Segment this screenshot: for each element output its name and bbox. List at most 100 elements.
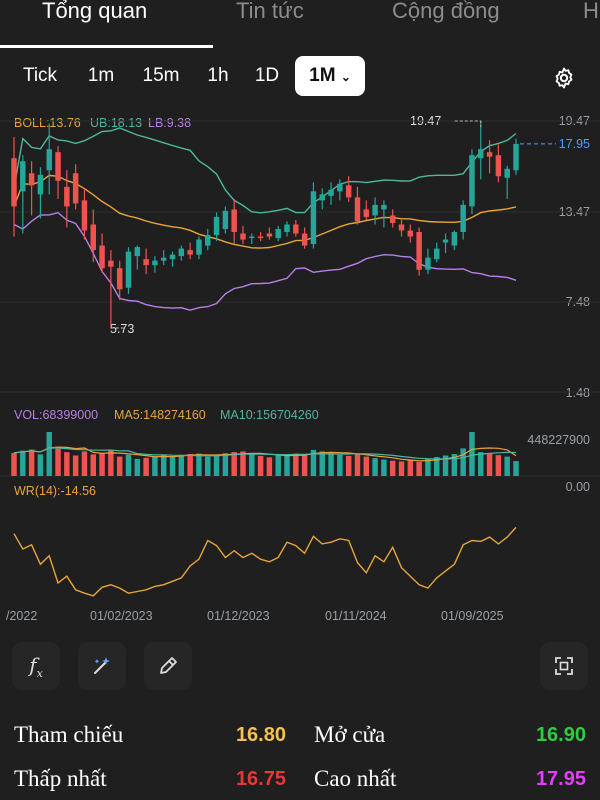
- candle-body: [11, 158, 17, 207]
- candle-body: [354, 197, 361, 222]
- period-15m[interactable]: 15m: [142, 65, 180, 86]
- ma10-legend: MA10:156704260: [220, 408, 319, 422]
- candle-body: [143, 259, 149, 266]
- pencil-icon: [160, 657, 177, 674]
- volume-bar: [381, 459, 387, 476]
- candle-body: [55, 152, 61, 181]
- candle-body: [72, 173, 79, 204]
- candle-body: [231, 209, 237, 233]
- volume-bar: [196, 453, 202, 476]
- volume-bar: [125, 454, 132, 476]
- volume-bar: [152, 456, 158, 476]
- volume-bar: [284, 454, 290, 476]
- volume-bar: [354, 454, 361, 476]
- volume-bar: [398, 461, 405, 476]
- volume-bar: [310, 449, 317, 476]
- candle-body: [134, 247, 141, 257]
- high-leader: [454, 120, 482, 127]
- volume-bar: [28, 449, 35, 476]
- volume-bar: [486, 453, 493, 476]
- x-tick: 01/09/2025: [441, 609, 504, 623]
- volume-bar: [64, 452, 70, 476]
- candle-body: [486, 152, 493, 157]
- function-icon: fx: [29, 652, 43, 680]
- period-1d[interactable]: 1D: [254, 65, 280, 86]
- formula-button[interactable]: fx: [12, 642, 60, 690]
- tab-more[interactable]: H: [583, 0, 599, 23]
- candle-body: [363, 209, 370, 217]
- volume-bar: [187, 454, 193, 476]
- top-navigation: Tổng quan Tin tức Cộng đồng H: [0, 0, 600, 48]
- volume-bar: [425, 458, 431, 476]
- period-selector: Tick 1m 15m 1h 1D 1M ⌄: [0, 56, 600, 98]
- volume-bar: [143, 457, 149, 476]
- volume-bar: [372, 458, 378, 476]
- volume-bar: [231, 452, 237, 476]
- volume-bar: [116, 456, 123, 476]
- high-price-value: 17.95: [535, 768, 586, 790]
- expand-icon: [555, 657, 573, 675]
- volume-bar: [389, 460, 396, 476]
- candle-body: [504, 168, 510, 178]
- volume-bar: [46, 432, 52, 476]
- volume-bar: [478, 452, 484, 476]
- volume-bar: [495, 455, 502, 476]
- candle-body: [116, 268, 123, 290]
- x-tick: 01/12/2023: [207, 609, 270, 623]
- period-1M-dropdown[interactable]: 1M ⌄: [295, 56, 365, 96]
- tab-overview[interactable]: Tổng quan: [42, 0, 148, 23]
- candle-body: [381, 204, 387, 210]
- candle-body: [125, 251, 132, 288]
- volume-bar: [134, 458, 141, 476]
- gear-icon[interactable]: [552, 66, 576, 90]
- candle-body: [407, 230, 414, 237]
- chevron-down-icon: ⌄: [340, 70, 351, 84]
- sparkle-wand-icon: [94, 657, 110, 674]
- candle-body: [213, 216, 220, 236]
- fullscreen-button[interactable]: [540, 642, 588, 690]
- ub-legend: UB:18.13: [90, 116, 143, 130]
- candle-body: [187, 250, 193, 255]
- tab-news[interactable]: Tin tức: [236, 0, 304, 23]
- candle-body: [389, 215, 396, 223]
- candle-body: [284, 224, 290, 233]
- candle-body: [301, 233, 308, 246]
- lower-band-line: [13, 211, 517, 311]
- tab-community[interactable]: Cộng đồng: [392, 0, 500, 23]
- candle-body: [310, 191, 317, 245]
- last-price-label: 17.95: [558, 137, 590, 151]
- volume-bar: [81, 451, 88, 476]
- period-1m[interactable]: 1m: [87, 65, 115, 86]
- period-1h[interactable]: 1h: [207, 65, 229, 86]
- volume-bar: [257, 455, 264, 476]
- active-tab-underline: [0, 45, 213, 48]
- candle-body: [169, 254, 176, 260]
- x-tick: 01/02/2023: [90, 609, 153, 623]
- candle-body: [513, 143, 519, 171]
- ai-button[interactable]: [78, 642, 126, 690]
- volume-axis-label: 448227900: [527, 433, 590, 447]
- volume-bar: [240, 451, 246, 476]
- candlestick-chart[interactable]: [0, 0, 600, 640]
- wr-line: [13, 526, 517, 597]
- wr-legend: WR(14):-14.56: [14, 484, 96, 498]
- volume-bar: [213, 455, 220, 476]
- candle-body: [460, 204, 466, 233]
- candle-body: [319, 194, 325, 201]
- candle-body: [222, 210, 229, 230]
- volume-bar: [416, 461, 422, 476]
- candle-body: [495, 155, 502, 177]
- candle-body: [293, 224, 299, 234]
- candle-body: [372, 204, 378, 216]
- candle-body: [28, 173, 35, 186]
- candle-body: [160, 257, 167, 261]
- candle-body: [240, 233, 246, 240]
- candle-body: [178, 248, 185, 257]
- candle-body: [205, 235, 211, 246]
- candle-body: [46, 149, 52, 171]
- ma5-legend: MA5:148274160: [114, 408, 206, 422]
- candle-body: [451, 232, 458, 246]
- period-tick[interactable]: Tick: [22, 65, 58, 86]
- volume-bar: [205, 456, 211, 476]
- draw-button[interactable]: [144, 642, 192, 690]
